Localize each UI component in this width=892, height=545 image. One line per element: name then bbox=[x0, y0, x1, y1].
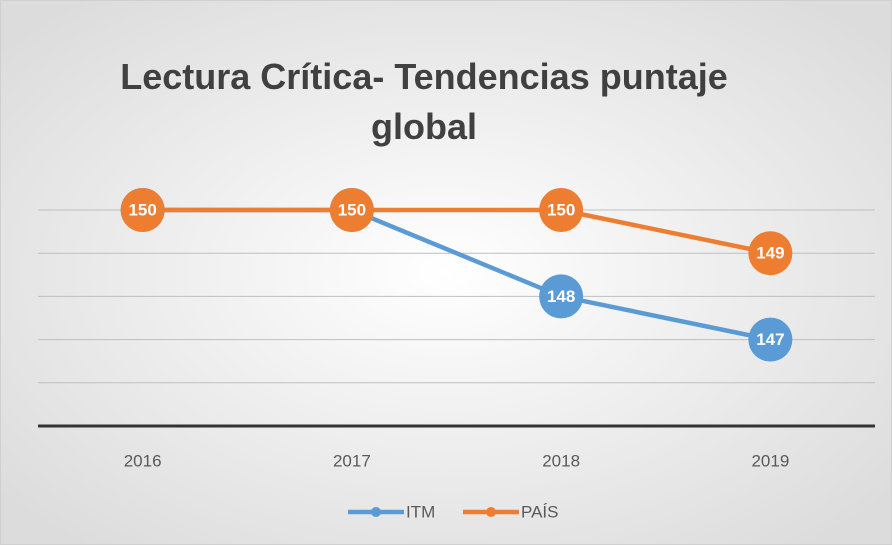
chart-title: Lectura Crítica- Tendencias puntaje glob… bbox=[120, 56, 728, 147]
data-label: 148 bbox=[547, 287, 575, 306]
legend-label: PAÍS bbox=[521, 502, 558, 521]
data-point bbox=[539, 274, 584, 319]
data-point bbox=[748, 231, 793, 276]
legend-label: ITM bbox=[406, 502, 435, 521]
data-point bbox=[539, 188, 584, 232]
data-label: 150 bbox=[128, 200, 156, 219]
data-label: 150 bbox=[547, 200, 575, 219]
data-point bbox=[748, 317, 793, 362]
x-tick-label: 2019 bbox=[751, 451, 789, 470]
data-point bbox=[120, 188, 165, 232]
x-tick-label: 2017 bbox=[333, 451, 371, 470]
data-label: 150 bbox=[338, 200, 366, 219]
legend-marker bbox=[486, 507, 496, 517]
legend-marker bbox=[371, 507, 381, 517]
data-point bbox=[329, 188, 374, 232]
data-label: 147 bbox=[756, 330, 784, 349]
x-tick-label: 2018 bbox=[542, 451, 580, 470]
x-tick-label: 2016 bbox=[124, 451, 162, 470]
data-label: 149 bbox=[756, 244, 784, 263]
series-line bbox=[142, 207, 771, 256]
